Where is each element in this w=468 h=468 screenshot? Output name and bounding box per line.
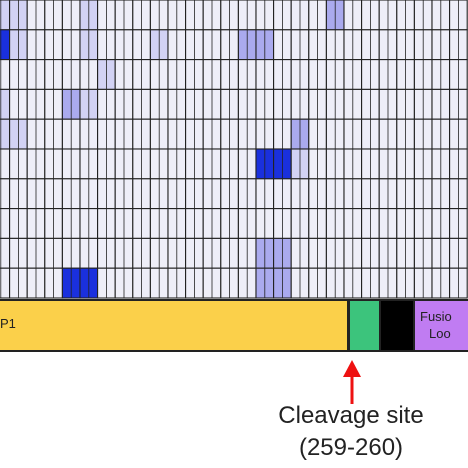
domain-p1-segment: [0, 299, 349, 352]
domain-p1-label: P1: [0, 316, 16, 331]
heatmap-cell: [0, 237, 11, 269]
heatmap-cell: [0, 29, 11, 61]
fusion-label-line1: Fusio: [420, 309, 452, 324]
fusion-label-line2: Loo: [429, 326, 451, 341]
cleavage-arrow: [343, 360, 361, 404]
domain-fusion-loop-segment: [413, 299, 468, 352]
heatmap-cell: [0, 148, 11, 180]
cleavage-site-range: (259-260): [298, 434, 404, 461]
heatmap-cell: [0, 0, 11, 31]
heatmap-cell: [0, 178, 11, 210]
domain-bar: [0, 299, 468, 352]
arrow-head-icon: [343, 360, 361, 377]
heatmap: [0, 0, 468, 299]
heatmap-cell: [0, 208, 11, 239]
domain-dark-segment: [379, 299, 415, 352]
heatmap-cell: [0, 118, 11, 150]
domain-fusion-loop-label: Fusio Loo: [420, 308, 452, 342]
heatmap-cell: [0, 59, 11, 90]
heatmap-cell: [0, 267, 11, 299]
cleavage-site-title: Cleavage site: [278, 402, 424, 429]
domain-cleavage-segment: [348, 299, 381, 352]
heatmap-cell: [0, 88, 11, 120]
